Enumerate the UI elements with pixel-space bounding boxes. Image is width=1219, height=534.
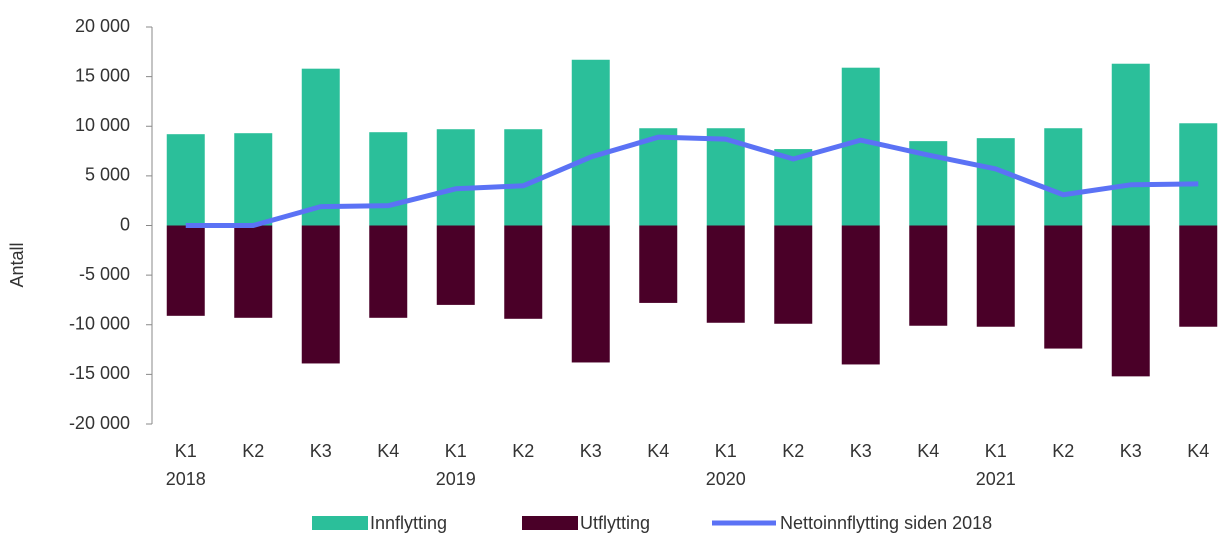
x-tick-label: K3 (850, 441, 872, 461)
bar (504, 129, 543, 226)
bar (976, 138, 1015, 226)
x-group-label: 2020 (706, 469, 746, 489)
bar (774, 225, 813, 324)
x-tick-label: K4 (917, 441, 939, 461)
x-tick-label: K1 (715, 441, 737, 461)
bar (369, 132, 408, 226)
legend-label: Nettoinnflytting siden 2018 (780, 513, 992, 533)
x-tick-label: K3 (310, 441, 332, 461)
bar (301, 225, 340, 364)
x-tick-label: K4 (1187, 441, 1209, 461)
bar (774, 149, 813, 226)
x-group-label: 2018 (166, 469, 206, 489)
x-tick-label: K2 (1052, 441, 1074, 461)
bar (166, 134, 205, 226)
legend-swatch (522, 516, 578, 530)
x-tick-label: K3 (580, 441, 602, 461)
bar (1179, 225, 1218, 327)
bar (706, 225, 745, 323)
bar (976, 225, 1015, 327)
x-tick-label: K1 (445, 441, 467, 461)
y-tick-label: 10 000 (75, 115, 130, 135)
x-tick-label: K1 (985, 441, 1007, 461)
legend-label: Utflytting (580, 513, 650, 533)
bar (166, 225, 205, 316)
x-group-label: 2019 (436, 469, 476, 489)
y-tick-label: 0 (120, 214, 130, 234)
x-tick-label: K4 (377, 441, 399, 461)
bar (504, 225, 543, 319)
y-tick-label: -15 000 (69, 363, 130, 383)
y-tick-label: 20 000 (75, 16, 130, 36)
bar (1111, 225, 1150, 377)
bar (301, 68, 340, 226)
x-tick-label: K3 (1120, 441, 1142, 461)
y-tick-label: -10 000 (69, 314, 130, 334)
bar (1044, 128, 1083, 226)
bar (571, 59, 610, 226)
bar (234, 225, 273, 318)
y-tick-label: 15 000 (75, 65, 130, 85)
bar (369, 225, 408, 318)
x-tick-label: K4 (647, 441, 669, 461)
x-tick-label: K2 (242, 441, 264, 461)
y-tick-label: -5 000 (79, 264, 130, 284)
bar (436, 129, 475, 226)
x-group-label: 2021 (976, 469, 1016, 489)
legend-swatch (312, 516, 368, 530)
x-tick-label: K2 (782, 441, 804, 461)
bar (639, 225, 678, 303)
bar (234, 133, 273, 226)
bar (841, 67, 880, 226)
bar (841, 225, 880, 365)
y-axis-label: Antall (7, 242, 27, 287)
y-tick-label: 5 000 (85, 165, 130, 185)
y-tick-label: -20 000 (69, 413, 130, 433)
bar (571, 225, 610, 363)
bar (639, 128, 678, 226)
legend-label: Innflytting (370, 513, 447, 533)
bar (1111, 63, 1150, 226)
bar (1179, 123, 1218, 226)
line (185, 134, 1199, 228)
bar (909, 225, 948, 326)
bar (436, 225, 475, 305)
x-tick-label: K1 (175, 441, 197, 461)
bar (1044, 225, 1083, 349)
x-tick-label: K2 (512, 441, 534, 461)
